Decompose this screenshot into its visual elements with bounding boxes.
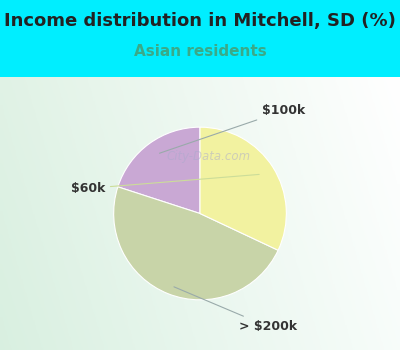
Text: $60k: $60k [70, 174, 259, 195]
Wedge shape [118, 127, 200, 214]
Text: Income distribution in Mitchell, SD (%): Income distribution in Mitchell, SD (%) [4, 12, 396, 30]
Text: $100k: $100k [160, 104, 306, 153]
Wedge shape [114, 187, 278, 300]
Text: City-Data.com: City-Data.com [167, 150, 251, 163]
Wedge shape [200, 127, 286, 250]
Text: Asian residents: Asian residents [134, 44, 266, 59]
Text: > $200k: > $200k [174, 287, 297, 333]
